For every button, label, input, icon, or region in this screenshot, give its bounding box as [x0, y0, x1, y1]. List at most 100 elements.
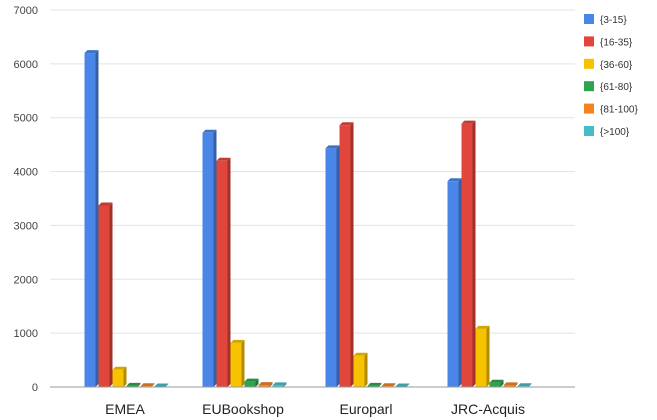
- bar-front: [216, 160, 228, 387]
- y-tick-label: 6000: [14, 59, 38, 71]
- y-tick-label: 5000: [14, 113, 38, 125]
- bar-top: [367, 382, 382, 386]
- bar-front: [461, 123, 473, 387]
- bar-front: [325, 148, 337, 387]
- bar: [258, 382, 273, 387]
- bar-side: [213, 129, 217, 387]
- bar: [367, 382, 382, 387]
- legend-label: {36-60}: [600, 60, 633, 71]
- bar-side: [514, 382, 518, 387]
- bar: [216, 157, 231, 387]
- legend: {3-15} {16-35} {36-60} {61-80} {81-100} {>100…: [584, 14, 638, 138]
- bar-top: [98, 202, 113, 206]
- legend-item: {3-15}: [584, 14, 627, 26]
- bar-side: [283, 382, 287, 387]
- bar-top: [140, 383, 155, 387]
- bar-side: [458, 178, 462, 387]
- bars: [84, 50, 532, 388]
- bar: [98, 202, 113, 387]
- bar-top: [381, 383, 396, 387]
- y-tick-label: 4000: [14, 167, 38, 179]
- bar-side: [378, 382, 382, 387]
- y-tick-label: 7000: [14, 5, 38, 17]
- y-tick-label: 2000: [14, 274, 38, 286]
- bar-top: [475, 325, 490, 329]
- bar-side: [350, 122, 354, 388]
- bar: [244, 378, 259, 387]
- bar: [353, 352, 368, 387]
- legend-label: {>100}: [600, 127, 630, 138]
- legend-swatch: [584, 126, 594, 136]
- legend-label: {3-15}: [600, 15, 627, 26]
- bar-side: [500, 379, 504, 387]
- bar-front: [258, 385, 270, 387]
- bar-side: [486, 325, 490, 387]
- bar: [84, 50, 99, 387]
- y-tick-label: 1000: [14, 328, 38, 340]
- x-category-label: JRC-Acquis: [451, 401, 525, 417]
- bar: [395, 383, 410, 387]
- bar-top: [339, 122, 354, 126]
- bar: [339, 122, 354, 388]
- bar-front: [489, 382, 501, 387]
- bar-top: [503, 382, 518, 386]
- bar-top: [489, 379, 504, 383]
- bar-front: [503, 385, 515, 387]
- legend-label: {61-80}: [600, 82, 633, 93]
- bar-top: [154, 383, 169, 387]
- bar-top: [202, 129, 217, 133]
- bar-front: [272, 385, 284, 387]
- x-axis-categories: EMEA EUBookshop Europarl JRC-Acquis: [105, 401, 525, 417]
- legend-item: {>100}: [584, 126, 630, 138]
- bar-front: [84, 53, 96, 387]
- bar-front: [353, 355, 365, 387]
- bar-side: [151, 383, 155, 387]
- bar: [475, 325, 490, 387]
- bar-side: [364, 352, 368, 387]
- bar: [272, 382, 287, 387]
- bar-front: [230, 342, 242, 387]
- bar: [154, 383, 169, 387]
- legend-item: {16-35}: [584, 36, 633, 48]
- bar-top: [395, 383, 410, 387]
- bar-front: [112, 369, 124, 387]
- legend-swatch: [584, 36, 594, 47]
- bar-top: [272, 382, 287, 386]
- bar-top: [112, 366, 127, 370]
- bar: [489, 379, 504, 387]
- bar-top: [216, 157, 231, 161]
- bar: [461, 120, 476, 387]
- bar-side: [528, 383, 532, 387]
- bar-front: [475, 328, 487, 387]
- bar-side: [137, 382, 141, 387]
- legend-swatch: [584, 103, 594, 114]
- bar-top: [230, 339, 245, 343]
- legend-item: {61-80}: [584, 81, 633, 93]
- bar-front: [367, 385, 379, 387]
- y-tick-label: 3000: [14, 220, 38, 232]
- y-axis-ticks: 0 1000 2000 3000 4000 5000 6000 7000: [14, 5, 38, 394]
- bar-top: [258, 382, 273, 386]
- bar-top: [447, 178, 462, 182]
- bar-side: [336, 145, 340, 387]
- bar: [447, 178, 462, 387]
- bar-top: [353, 352, 368, 356]
- bar-side: [472, 120, 476, 387]
- bar-top: [126, 382, 141, 386]
- bar-side: [165, 383, 169, 387]
- bar-top: [517, 383, 532, 387]
- bar-side: [255, 378, 259, 387]
- legend-label: {16-35}: [600, 37, 633, 48]
- bar-top: [244, 378, 259, 382]
- bar: [112, 366, 127, 387]
- legend-label: {81-100}: [600, 105, 638, 116]
- x-category-label: EMEA: [105, 401, 145, 417]
- y-tick-label: 0: [32, 382, 38, 394]
- bar-front: [447, 181, 459, 387]
- bar-front: [126, 385, 138, 387]
- bar-side: [392, 383, 396, 387]
- x-category-label: Europarl: [340, 401, 393, 417]
- bar: [517, 383, 532, 387]
- gridlines: [50, 9, 575, 334]
